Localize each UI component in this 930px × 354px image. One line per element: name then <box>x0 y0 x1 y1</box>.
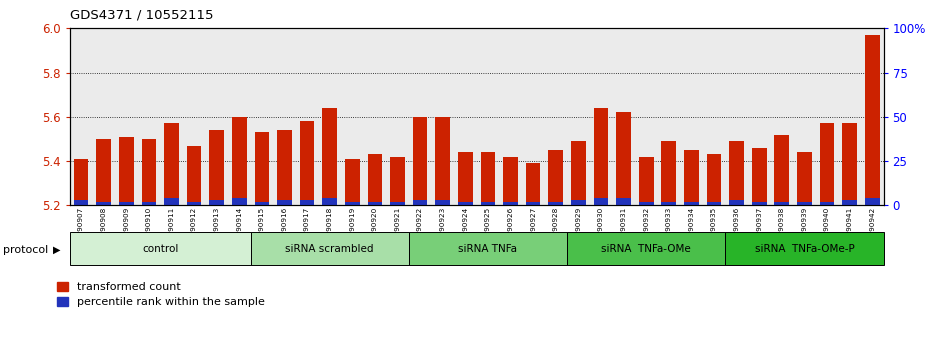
Text: protocol: protocol <box>3 245 48 255</box>
Text: ▶: ▶ <box>53 245 60 255</box>
Text: control: control <box>142 244 179 254</box>
Bar <box>639 202 654 205</box>
Bar <box>458 152 472 205</box>
Bar <box>367 154 382 205</box>
Bar <box>367 202 382 205</box>
Bar <box>819 124 834 205</box>
Bar <box>593 108 608 205</box>
FancyBboxPatch shape <box>250 232 409 266</box>
Bar <box>323 108 337 205</box>
Text: siRNA  TNFa-OMe: siRNA TNFa-OMe <box>602 244 691 254</box>
Bar <box>255 202 269 205</box>
Bar <box>797 202 812 205</box>
Bar <box>458 202 472 205</box>
Bar <box>729 200 744 205</box>
Bar <box>571 200 586 205</box>
Bar <box>232 198 246 205</box>
Bar <box>435 200 450 205</box>
Bar <box>617 198 631 205</box>
Bar <box>277 130 292 205</box>
Bar <box>141 139 156 205</box>
Bar <box>299 200 314 205</box>
Bar <box>435 117 450 205</box>
Bar <box>775 202 790 205</box>
Bar <box>797 152 812 205</box>
Bar <box>187 145 202 205</box>
Bar <box>345 159 360 205</box>
Bar <box>549 202 563 205</box>
Bar <box>73 200 88 205</box>
Bar <box>299 121 314 205</box>
Bar <box>119 137 134 205</box>
Bar <box>593 198 608 205</box>
Bar <box>391 156 405 205</box>
Bar <box>843 124 857 205</box>
Bar <box>525 163 540 205</box>
Bar <box>684 202 698 205</box>
FancyBboxPatch shape <box>567 232 725 266</box>
Bar <box>751 202 766 205</box>
Bar <box>209 130 224 205</box>
Bar <box>503 156 518 205</box>
Bar <box>345 202 360 205</box>
Bar <box>865 198 880 205</box>
Text: GDS4371 / 10552115: GDS4371 / 10552115 <box>70 9 213 22</box>
Bar <box>97 202 111 205</box>
FancyBboxPatch shape <box>725 232 883 266</box>
Bar <box>164 198 179 205</box>
Bar <box>481 152 496 205</box>
Bar <box>775 135 790 205</box>
Bar <box>209 200 224 205</box>
Bar <box>843 200 857 205</box>
Text: siRNA  TNFa-OMe-P: siRNA TNFa-OMe-P <box>754 244 855 254</box>
Legend: transformed count, percentile rank within the sample: transformed count, percentile rank withi… <box>57 282 264 307</box>
Bar <box>232 117 246 205</box>
Text: siRNA scrambled: siRNA scrambled <box>286 244 374 254</box>
FancyBboxPatch shape <box>70 232 250 266</box>
FancyBboxPatch shape <box>409 232 567 266</box>
Bar <box>639 156 654 205</box>
Bar <box>707 202 722 205</box>
Bar <box>819 202 834 205</box>
Bar <box>617 113 631 205</box>
Bar <box>549 150 563 205</box>
Bar <box>119 202 134 205</box>
Bar <box>187 202 202 205</box>
Bar <box>707 154 722 205</box>
Bar <box>164 124 179 205</box>
Bar <box>865 35 880 205</box>
Bar <box>141 202 156 205</box>
Bar <box>413 117 428 205</box>
Bar <box>684 150 698 205</box>
Bar <box>413 200 428 205</box>
Bar <box>661 141 676 205</box>
Text: siRNA TNFa: siRNA TNFa <box>458 244 517 254</box>
Bar <box>323 198 337 205</box>
Bar <box>729 141 744 205</box>
Bar <box>391 202 405 205</box>
Bar <box>73 159 88 205</box>
Bar <box>277 200 292 205</box>
Bar <box>481 202 496 205</box>
Bar <box>751 148 766 205</box>
Bar <box>97 139 111 205</box>
Bar <box>503 202 518 205</box>
Bar <box>571 141 586 205</box>
Bar <box>525 202 540 205</box>
Bar <box>255 132 269 205</box>
Bar <box>661 202 676 205</box>
